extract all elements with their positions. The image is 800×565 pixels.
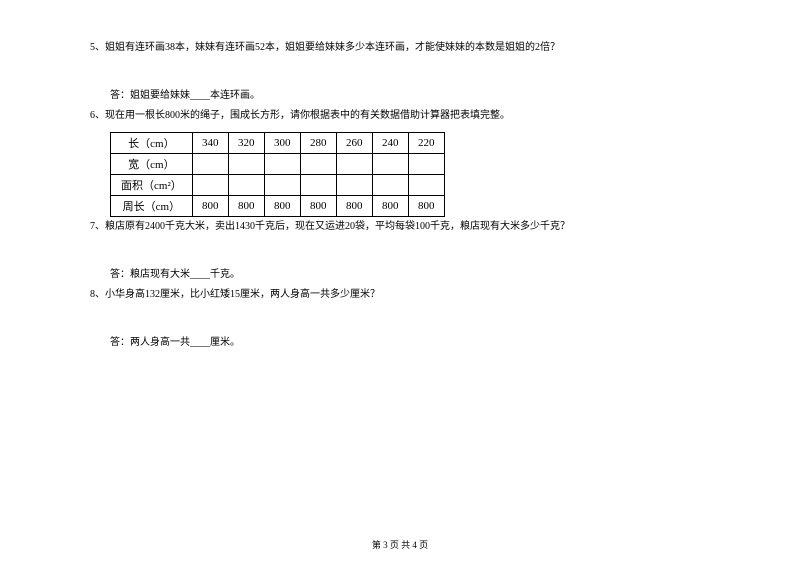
page-footer: 第 3 页 共 4 页 — [0, 538, 800, 551]
row-header-area: 面积（cm²） — [111, 175, 193, 196]
perimeter-cell: 800 — [264, 196, 300, 217]
area-cell — [408, 175, 444, 196]
row-header-perimeter: 周长（cm） — [111, 196, 193, 217]
length-cell: 300 — [264, 133, 300, 154]
width-cell — [192, 154, 228, 175]
answer-5: 答：姐姐要给妹妹____本连环画。 — [110, 88, 710, 104]
width-cell — [264, 154, 300, 175]
length-cell: 340 — [192, 133, 228, 154]
table-row-area: 面积（cm²） — [111, 175, 445, 196]
area-cell — [336, 175, 372, 196]
perimeter-cell: 800 — [372, 196, 408, 217]
length-cell: 220 — [408, 133, 444, 154]
answer-8: 答：两人身高一共____厘米。 — [110, 335, 710, 351]
width-cell — [372, 154, 408, 175]
area-cell — [372, 175, 408, 196]
area-cell — [192, 175, 228, 196]
perimeter-cell: 800 — [408, 196, 444, 217]
question-7: 7、粮店原有2400千克大米，卖出1430千克后，现在又运进20袋，平均每袋10… — [90, 219, 710, 235]
question-6: 6、现在用一根长800米的绳子，围成长方形，请你根据表中的有关数据借助计算器把表… — [90, 108, 710, 124]
width-cell — [336, 154, 372, 175]
question-5: 5、姐姐有连环画38本，妹妹有连环画52本，姐姐要给妹妹多少本连环画，才能使妹妹… — [90, 40, 710, 56]
perimeter-cell: 800 — [192, 196, 228, 217]
perimeter-cell: 800 — [300, 196, 336, 217]
width-cell — [300, 154, 336, 175]
length-cell: 320 — [228, 133, 264, 154]
length-cell: 240 — [372, 133, 408, 154]
area-cell — [264, 175, 300, 196]
perimeter-cell: 800 — [336, 196, 372, 217]
table-row-perimeter: 周长（cm） 800 800 800 800 800 800 800 — [111, 196, 445, 217]
area-cell — [300, 175, 336, 196]
answer-7: 答：粮店现有大米____千克。 — [110, 267, 710, 283]
table-row-width: 宽（cm） — [111, 154, 445, 175]
row-header-length: 长（cm） — [111, 133, 193, 154]
area-cell — [228, 175, 264, 196]
length-cell: 260 — [336, 133, 372, 154]
question-8: 8、小华身高132厘米，比小红矮15厘米，两人身高一共多少厘米？ — [90, 287, 710, 303]
width-cell — [408, 154, 444, 175]
width-cell — [228, 154, 264, 175]
table-row-length: 长（cm） 340 320 300 280 260 240 220 — [111, 133, 445, 154]
rectangle-table: 长（cm） 340 320 300 280 260 240 220 宽（cm） … — [110, 132, 445, 217]
row-header-width: 宽（cm） — [111, 154, 193, 175]
length-cell: 280 — [300, 133, 336, 154]
perimeter-cell: 800 — [228, 196, 264, 217]
